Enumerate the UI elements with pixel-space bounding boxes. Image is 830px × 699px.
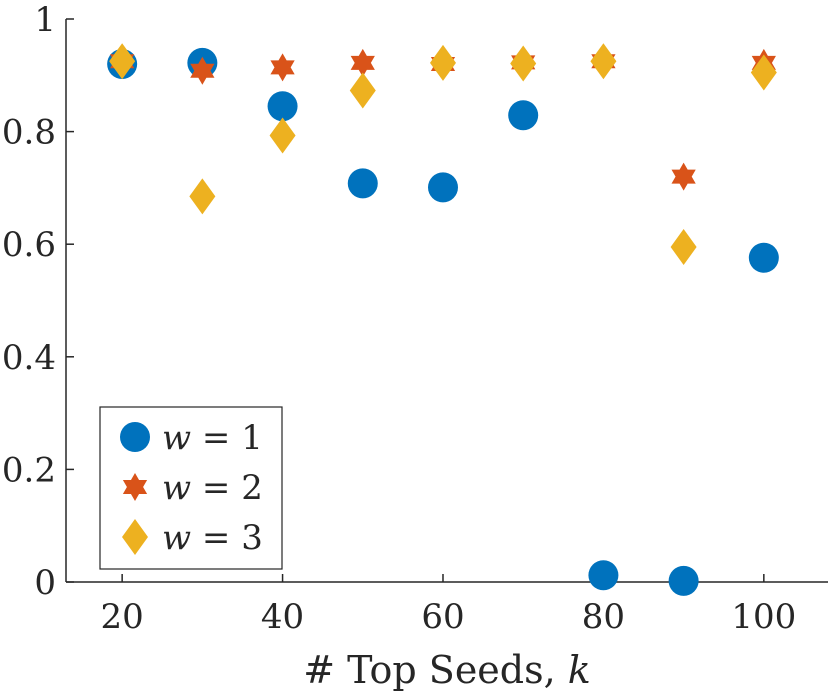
data-point-hexagram xyxy=(270,53,295,82)
data-point-diamond xyxy=(269,117,296,154)
legend-entry-value: = 3 xyxy=(191,518,263,558)
legend-entry-variable: w xyxy=(162,518,191,558)
x-tick-label: 100 xyxy=(731,597,796,637)
x-axis-label-text: # Top Seeds, xyxy=(303,648,568,692)
x-tick-label: 40 xyxy=(261,597,304,637)
legend-marker-circle xyxy=(120,422,150,452)
data-point-diamond xyxy=(510,45,537,82)
data-point-diamond xyxy=(750,54,777,91)
data-point-circle xyxy=(748,242,779,273)
y-tick-label: 1 xyxy=(34,0,56,40)
legend-entry-value: = 2 xyxy=(191,468,263,508)
data-point-circle xyxy=(668,565,699,596)
data-point-circle xyxy=(508,100,539,131)
legend-marker-hexagram xyxy=(122,473,148,501)
axes xyxy=(65,19,828,583)
data-point-circle xyxy=(588,560,619,591)
data-point-diamond xyxy=(109,43,136,80)
legend-entry-variable: w xyxy=(162,468,191,508)
x-tick-label: 60 xyxy=(421,597,464,637)
y-tick-label: 0.8 xyxy=(2,113,56,153)
data-point-diamond xyxy=(349,72,376,109)
data-point-circle xyxy=(347,168,378,199)
legend-entry-label: w = 1 xyxy=(162,418,263,458)
data-point-diamond xyxy=(670,229,697,266)
data-point-circle xyxy=(267,91,298,122)
legend-entry-value: = 1 xyxy=(191,418,263,458)
y-tick-label: 0.6 xyxy=(2,225,56,265)
data-point-diamond xyxy=(590,43,617,80)
data-point-hexagram xyxy=(190,56,215,85)
legend-entry-label: w = 2 xyxy=(162,468,263,508)
x-tick-label: 80 xyxy=(582,597,625,637)
series-3 xyxy=(109,43,777,266)
x-axis-label-variable: k xyxy=(568,648,591,692)
data-point-diamond xyxy=(189,178,216,215)
ticks: 20 40 60 80 100 0 0.2 0.4 0.6 0.8 1 xyxy=(2,0,796,637)
legend-marker-diamond xyxy=(122,519,148,555)
data-points xyxy=(107,43,779,596)
y-tick-label: 0.2 xyxy=(2,450,56,490)
data-point-hexagram xyxy=(350,48,375,77)
legend-entry-variable: w xyxy=(162,418,191,458)
data-point-diamond xyxy=(429,44,456,81)
legend: w = 1w = 2w = 3 xyxy=(99,406,283,570)
y-tick-label: 0.4 xyxy=(2,338,56,378)
x-tick-label: 20 xyxy=(101,597,144,637)
data-point-hexagram xyxy=(671,162,696,191)
legend-entry-label: w = 3 xyxy=(162,518,263,558)
y-tick-label: 0 xyxy=(34,563,56,603)
data-point-circle xyxy=(427,172,458,203)
x-axis-label: # Top Seeds, k xyxy=(303,648,591,692)
